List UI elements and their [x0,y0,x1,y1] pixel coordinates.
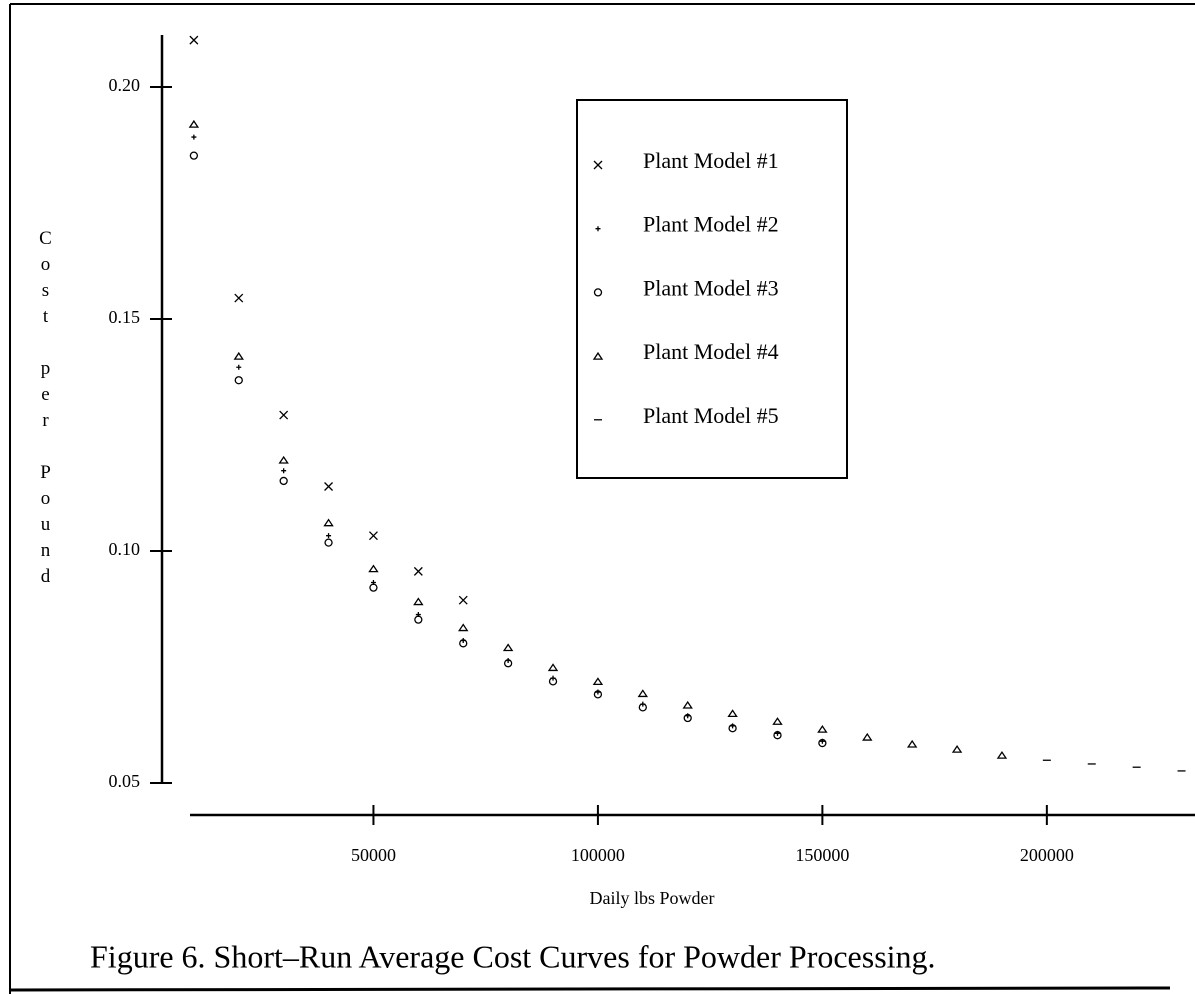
marker-plus [236,364,242,370]
marker-circle [234,376,243,385]
marker-circle [593,288,603,297]
marker-circle [189,151,199,160]
y-tick-label: 0.20 [109,75,141,95]
marker-x [279,410,289,420]
marker-triangle [323,518,334,527]
marker-triangle [233,351,244,360]
legend-label: Plant Model #1 [643,148,779,173]
marker-circle [279,476,288,486]
marker-triangle [458,623,469,632]
marker-circle [683,713,692,723]
marker-x [458,595,468,605]
marker-x [593,160,603,170]
figure-caption: Figure 6. Short–Run Average Cost Curves … [90,938,936,974]
marker-circle [818,738,827,748]
marker-circle [414,615,423,624]
marker-triangle [682,700,693,709]
marker-circle [638,703,647,712]
marker-plus [595,226,601,232]
marker-plus [326,533,332,539]
frame-bottom [9,986,1171,992]
marker-x [324,482,334,491]
legend-label: Plant Model #4 [643,339,779,364]
y-tick-label: 0.15 [109,307,141,327]
marker-x [413,566,423,576]
y-tick-label: 0.10 [109,539,141,559]
marker-triangle [637,689,649,698]
legend-label: Plant Model #5 [643,403,779,428]
marker-triangle [278,455,289,464]
legend-label: Plant Model #3 [643,275,779,300]
marker-circle [728,724,737,733]
marker-plus [191,134,197,140]
marker-circle [593,690,603,699]
marker-triangle [368,564,379,573]
marker-triangle [996,750,1008,759]
y-tick-label: 0.05 [109,771,141,791]
marker-triangle [547,663,559,672]
marker-triangle [772,717,783,725]
marker-triangle [188,119,200,128]
x-axis-label: Daily lbs Powder [590,888,715,908]
legend-box [576,99,848,479]
marker-x [189,35,199,45]
y-axis-label: Cost per Pound [35,228,56,592]
x-tick-label: 50000 [351,845,396,865]
marker-plus [281,468,287,474]
marker-x [234,293,244,303]
legend-label: Plant Model #2 [643,212,779,237]
marker-x [368,531,378,541]
marker-triangle [817,724,828,733]
marker-circle [324,538,333,547]
marker-circle [369,583,378,592]
marker-triangle [592,351,604,360]
marker-circle [459,639,468,648]
marker-triangle [413,597,424,606]
marker-circle [548,677,558,686]
marker-triangle [502,643,514,652]
x-tick-label: 100000 [571,845,625,865]
marker-circle [503,659,513,668]
marker-triangle [906,739,918,748]
marker-triangle [727,709,738,718]
marker-circle [773,731,782,740]
x-tick-label: 200000 [1020,845,1074,865]
marker-triangle [951,744,963,753]
marker-triangle [862,732,873,741]
marker-triangle [592,677,604,686]
x-tick-label: 150000 [795,845,849,865]
